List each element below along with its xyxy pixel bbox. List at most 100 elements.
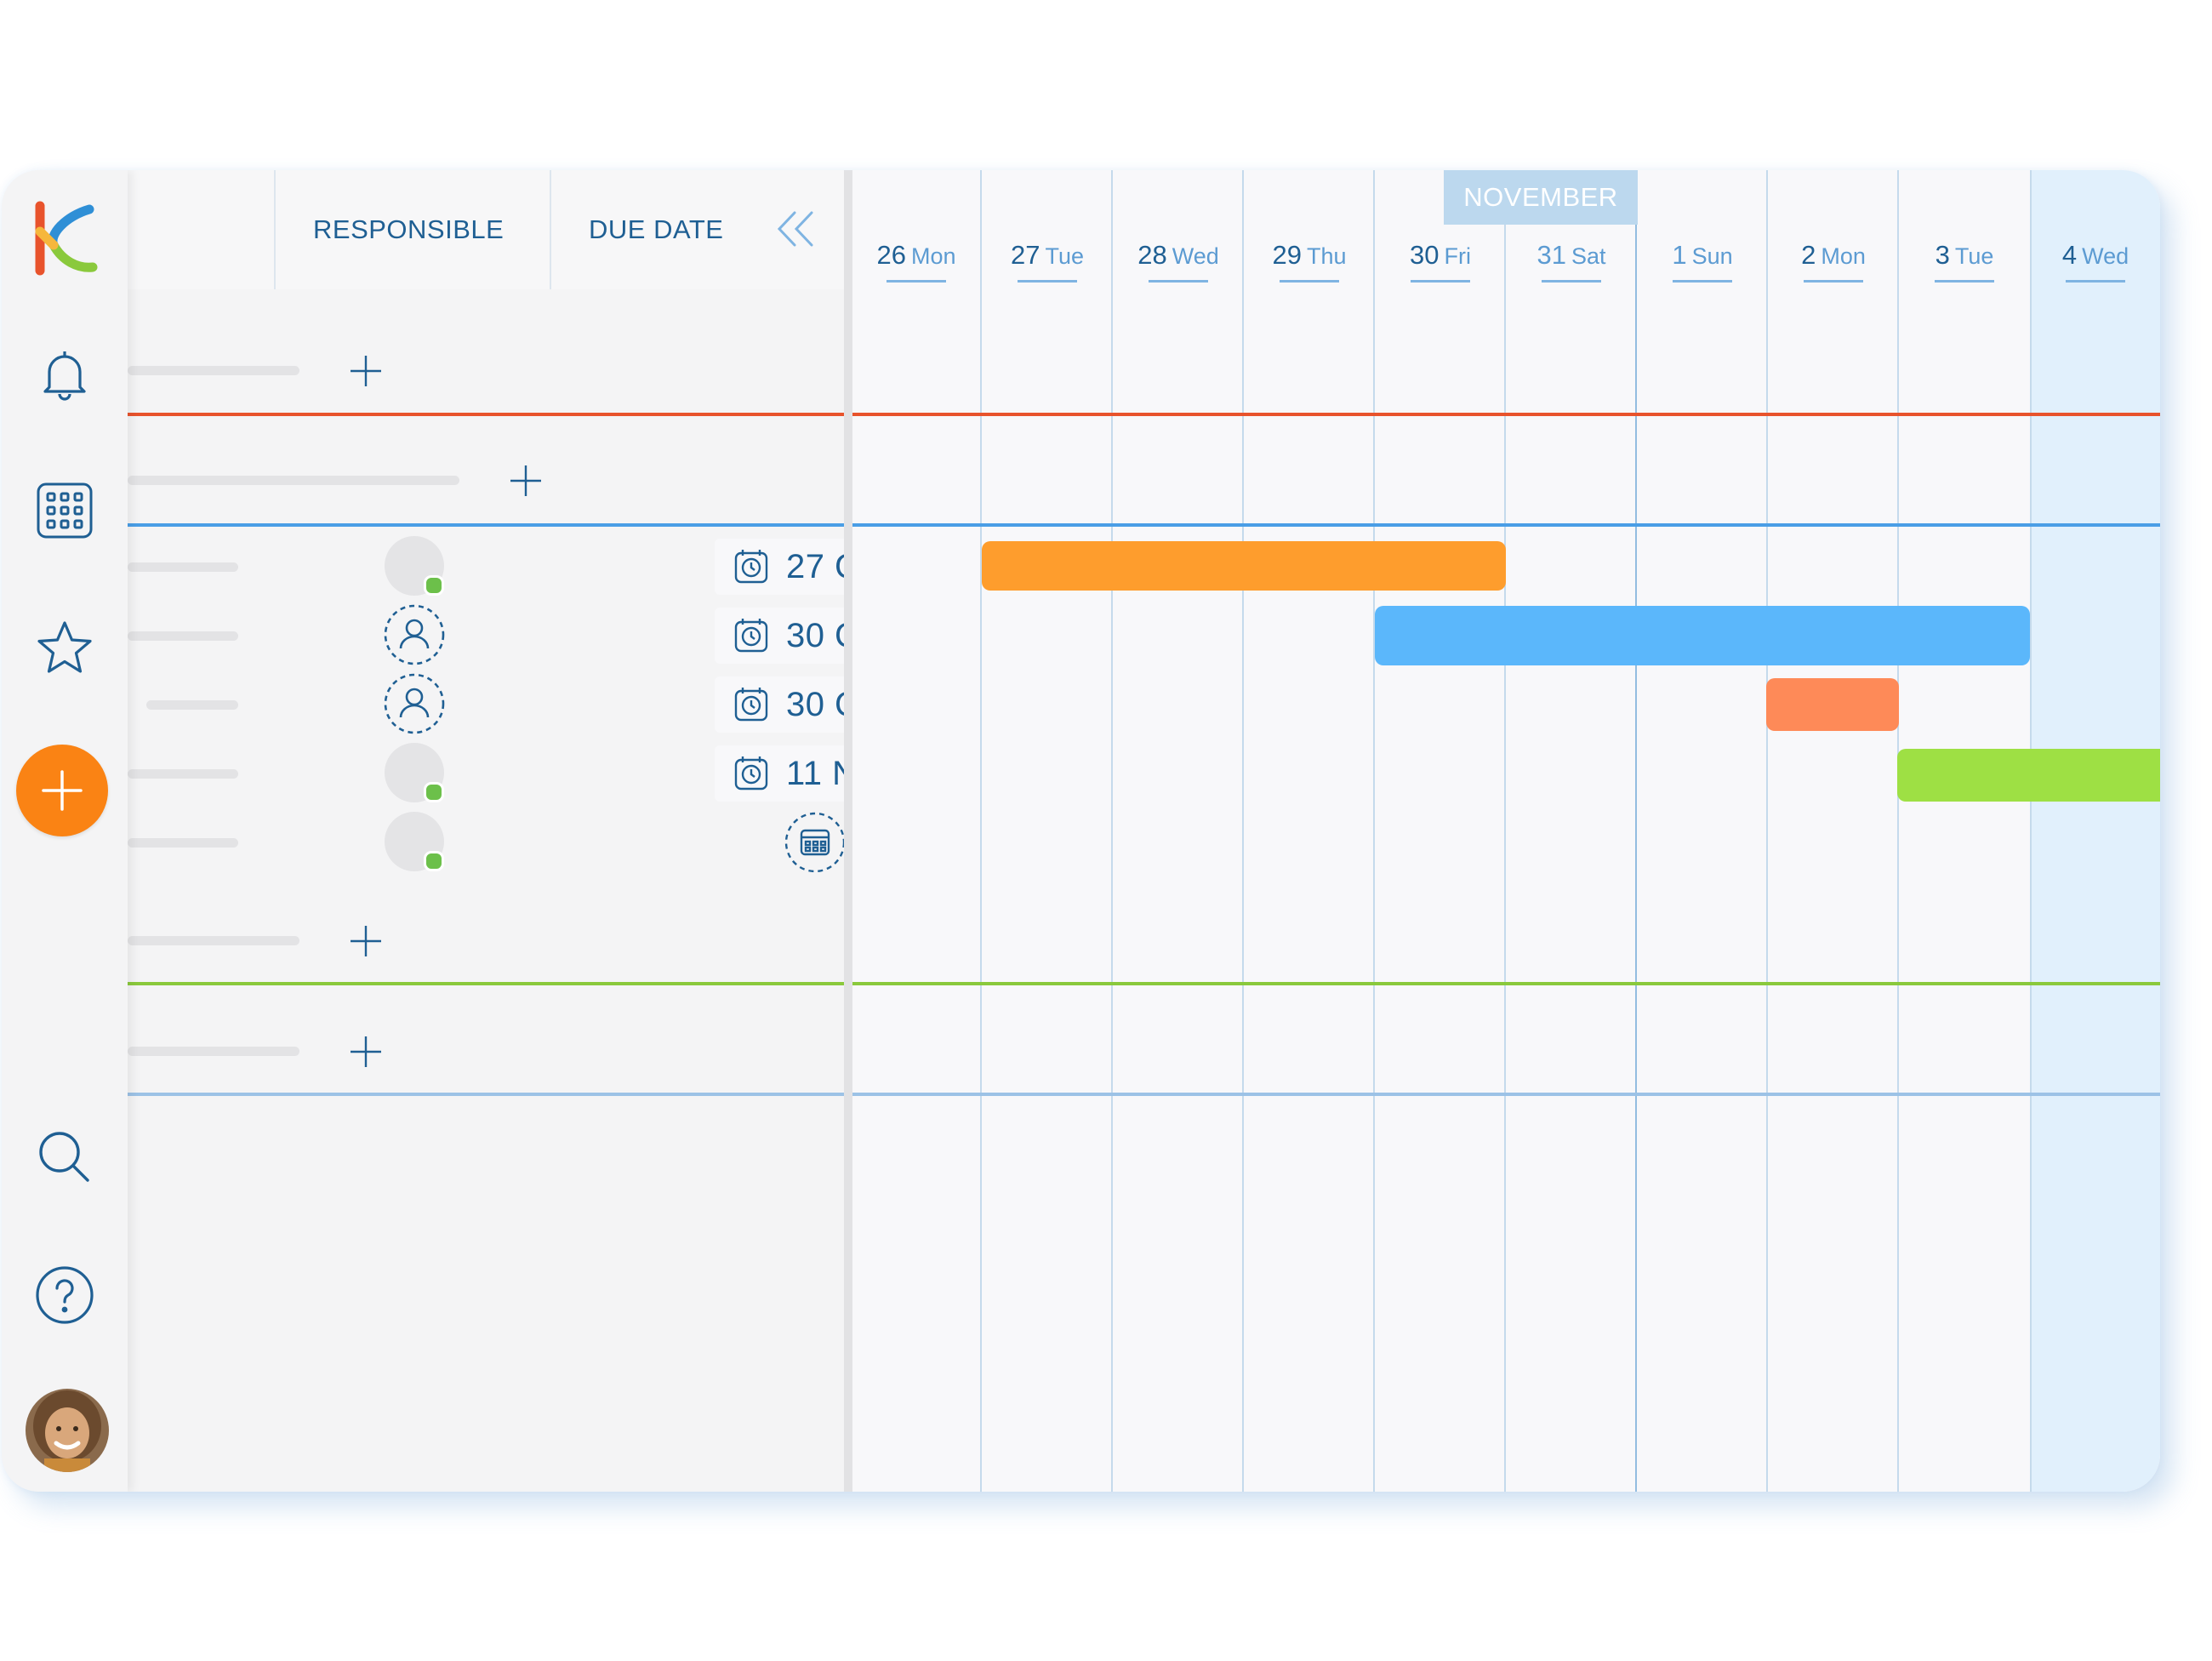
assignee-avatar[interactable]: [385, 743, 444, 802]
search-icon[interactable]: [22, 1115, 107, 1200]
help-icon[interactable]: [22, 1253, 107, 1338]
day-header[interactable]: 31 Sat: [1506, 240, 1637, 291]
set-due-date-icon[interactable]: [783, 810, 847, 875]
star-icon[interactable]: [22, 606, 107, 691]
group-separator: [852, 523, 2160, 527]
add-task-icon[interactable]: [507, 462, 544, 499]
day-number: 26: [876, 240, 906, 270]
task-name-placeholder: [128, 562, 238, 572]
online-status-dot: [424, 575, 444, 596]
responsible-column-header[interactable]: RESPONSIBLE: [313, 214, 505, 244]
plus-icon: [42, 770, 83, 811]
group-name-placeholder: [128, 476, 459, 485]
day-name: Wed: [2082, 243, 2129, 269]
add-task-icon[interactable]: [347, 352, 385, 390]
day-gridline: [980, 170, 982, 1492]
app-window: RESPONSIBLE DUE DATE: [2, 170, 2160, 1492]
day-number: 29: [1272, 240, 1302, 270]
task-name-placeholder: [146, 700, 238, 710]
day-gridline: [1766, 170, 1768, 1492]
task-list-panel: RESPONSIBLE DUE DATE: [128, 170, 919, 1492]
add-task-icon[interactable]: [347, 1033, 385, 1070]
task-bar[interactable]: [1897, 749, 2160, 802]
assign-user-icon[interactable]: [382, 671, 447, 736]
group-separator: [852, 982, 2160, 985]
day-name: Wed: [1172, 243, 1219, 269]
group-name-placeholder: [128, 366, 299, 375]
due-date-column-header[interactable]: DUE DATE: [589, 214, 724, 244]
day-header[interactable]: 30 Fri: [1375, 240, 1506, 291]
day-header[interactable]: 3 Tue: [1899, 240, 2030, 291]
day-number: 30: [1410, 240, 1440, 270]
day-header[interactable]: 2 Mon: [1768, 240, 1899, 291]
app-logo[interactable]: [22, 196, 107, 281]
day-number: 27: [1010, 240, 1040, 270]
day-number: 31: [1536, 240, 1566, 270]
today-column-highlight: [2032, 170, 2160, 1492]
column-divider: [550, 170, 551, 289]
apps-grid-icon[interactable]: [22, 468, 107, 553]
task-name-placeholder: [128, 936, 299, 945]
day-name: Tue: [1045, 243, 1084, 269]
assign-user-icon[interactable]: [382, 602, 447, 667]
group-separator: [128, 982, 844, 985]
day-underline: [1280, 280, 1339, 283]
column-divider: [274, 170, 276, 289]
task-name-placeholder: [128, 631, 238, 641]
task-name-placeholder: [128, 769, 238, 779]
task-bar[interactable]: [1766, 678, 1899, 731]
day-number: 4: [2061, 240, 2078, 270]
day-underline: [1935, 280, 1994, 283]
day-gridline: [1373, 170, 1375, 1492]
task-list-header: RESPONSIBLE DUE DATE: [128, 170, 844, 289]
day-gridline: [1504, 170, 1506, 1492]
day-underline: [1018, 280, 1077, 283]
day-header[interactable]: 27 Tue: [982, 240, 1113, 291]
day-underline: [887, 280, 946, 283]
alarm-clock-icon: [734, 550, 768, 584]
day-name: Sat: [1571, 243, 1606, 269]
day-header[interactable]: 1 Sun: [1637, 240, 1768, 291]
day-header[interactable]: 29 Thu: [1244, 240, 1375, 291]
day-gridline: [1242, 170, 1244, 1492]
day-header[interactable]: 4 Wed: [2030, 240, 2160, 291]
group-separator: [852, 1093, 2160, 1096]
day-number: 3: [1935, 240, 1950, 270]
assignee-avatar[interactable]: [385, 812, 444, 871]
user-avatar[interactable]: [26, 1389, 109, 1472]
online-status-dot: [424, 782, 444, 802]
task-bar[interactable]: [1375, 606, 2030, 665]
alarm-clock-icon: [734, 688, 768, 722]
day-name: Mon: [910, 243, 956, 269]
bell-icon[interactable]: [22, 332, 107, 417]
gantt-timeline: NOVEMBER 26 Mon 27 Tue 28 Wed 29 Thu 30 Fri 3…: [852, 170, 2160, 1492]
alarm-clock-icon: [734, 619, 768, 653]
day-name: Thu: [1306, 243, 1347, 269]
day-header[interactable]: 26 Mon: [851, 240, 982, 291]
group-separator: [128, 1093, 844, 1096]
day-name: Fri: [1444, 243, 1471, 269]
day-underline: [1149, 280, 1208, 283]
add-button[interactable]: [16, 745, 108, 836]
day-number: 28: [1137, 240, 1167, 270]
group-separator: [128, 523, 844, 527]
day-underline: [1411, 280, 1470, 283]
assignee-avatar[interactable]: [385, 536, 444, 596]
sidebar: [2, 170, 128, 1492]
group-separator: [852, 413, 2160, 416]
task-name-placeholder: [128, 838, 238, 848]
add-task-icon[interactable]: [347, 922, 385, 960]
panel-resize-handle[interactable]: [844, 170, 852, 1492]
collapse-panel-icon[interactable]: [774, 208, 817, 250]
day-gridline: [2030, 170, 2032, 1492]
month-label: NOVEMBER: [1444, 170, 1638, 225]
day-underline: [2066, 280, 2125, 283]
group-separator: [128, 413, 844, 416]
online-status-dot: [424, 851, 444, 871]
day-gridline: [1111, 170, 1113, 1492]
day-gridline: [1897, 170, 1899, 1492]
month-boundary-line: [1635, 170, 1637, 1492]
day-header[interactable]: 28 Wed: [1113, 240, 1244, 291]
day-underline: [1673, 280, 1732, 283]
task-bar[interactable]: [982, 541, 1506, 591]
